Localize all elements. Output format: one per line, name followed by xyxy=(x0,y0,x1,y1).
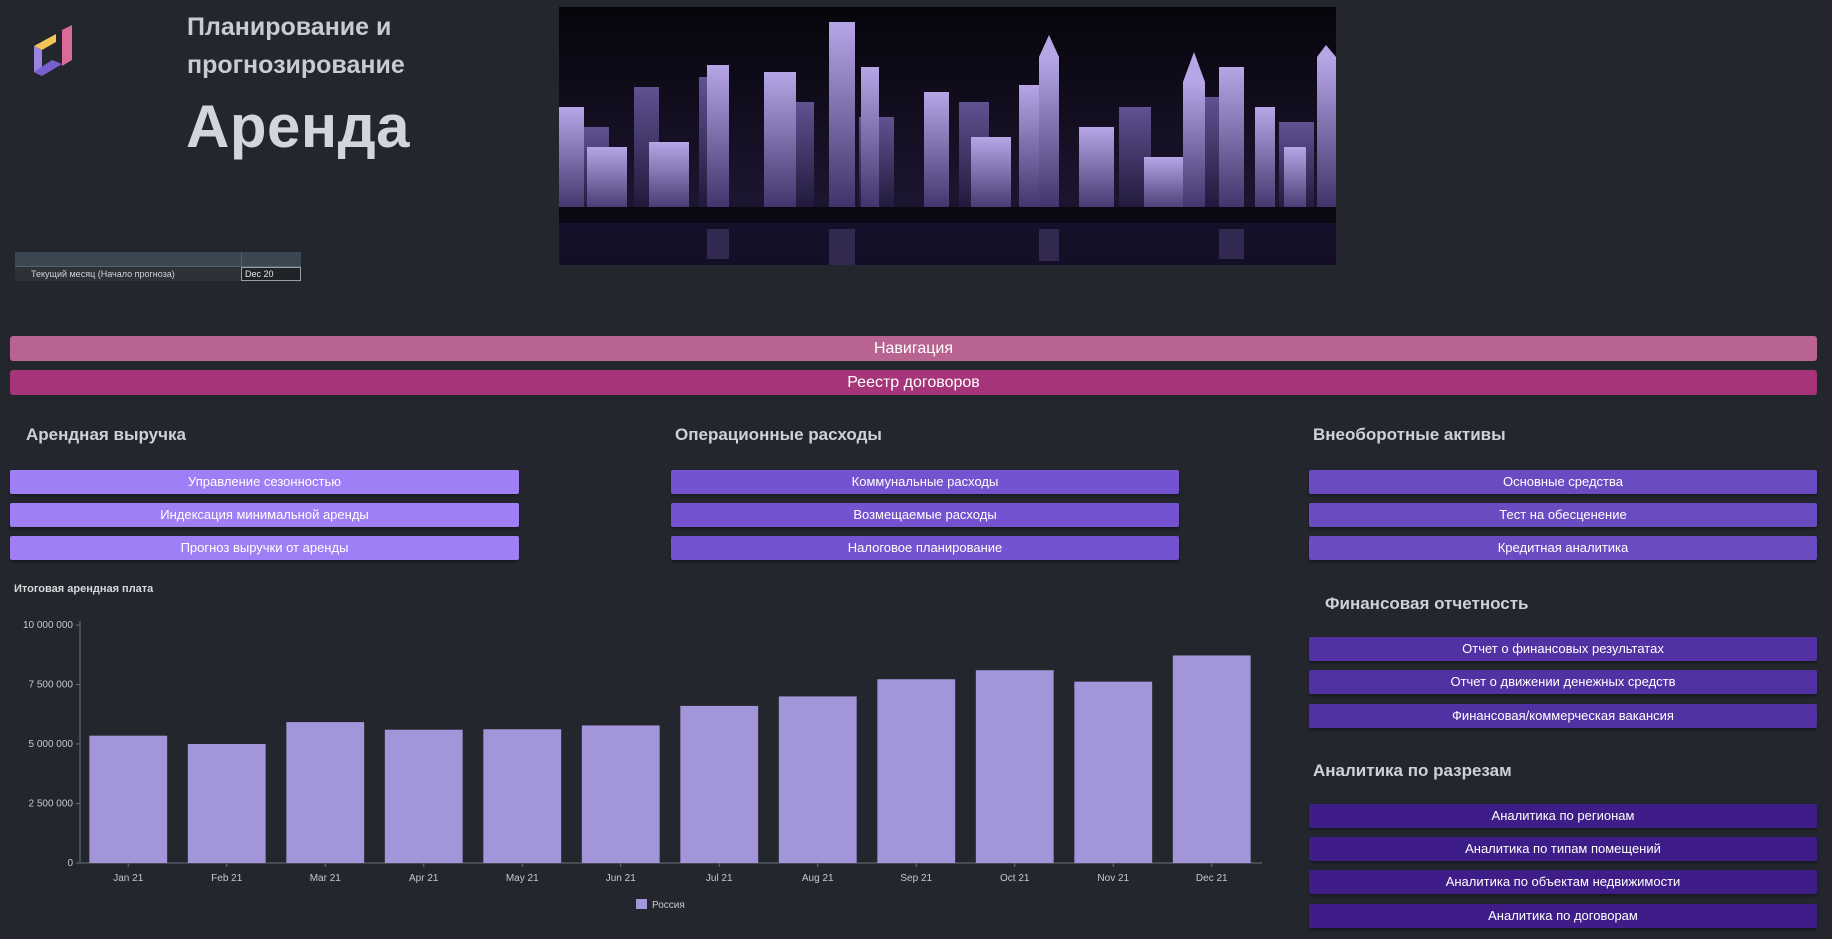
contract-analytics-button[interactable]: Аналитика по договорам xyxy=(1309,904,1817,928)
x-tick-label: Oct 21 xyxy=(1000,873,1030,884)
y-tick-label: 5 000 000 xyxy=(29,739,74,750)
x-tick-label: Sep 21 xyxy=(900,873,932,884)
total-rent-chart: 0 2 500 000 5 000 000 7 500 000 10 000 000 Ja… xyxy=(23,620,1262,911)
x-tick-label: Mar 21 xyxy=(310,873,342,884)
chart-bar xyxy=(89,735,168,863)
page-subtitle: Планирование и прогнозирование xyxy=(187,13,405,79)
contract-registry-button[interactable]: Реестр договоров xyxy=(10,370,1817,395)
credit-analytics-button[interactable]: Кредитная аналитика xyxy=(1309,536,1817,560)
x-tick-label: Jan 21 xyxy=(113,873,143,884)
x-tick-label: Aug 21 xyxy=(802,873,834,884)
city-skyline-banner xyxy=(559,7,1336,265)
analytics-title: Аналитика по разрезам xyxy=(1313,761,1512,780)
y-tick-label: 10 000 000 xyxy=(23,620,73,631)
current-month-input[interactable]: Dec 20 xyxy=(241,267,301,281)
current-month-label: Текущий месяц (Начало прогноза) xyxy=(15,267,241,281)
utility-expenses-button[interactable]: Коммунальные расходы xyxy=(671,470,1179,494)
legend-label: Россия xyxy=(652,900,685,911)
legend-swatch xyxy=(636,899,647,909)
cash-flow-statement-button[interactable]: Отчет о движении денежных средств xyxy=(1309,670,1817,694)
company-logo xyxy=(34,25,72,76)
premises-type-analytics-button[interactable]: Аналитика по типам помещений xyxy=(1309,837,1817,861)
chart-bar xyxy=(286,722,365,863)
financial-commercial-vacancy-button[interactable]: Финансовая/коммерческая вакансия xyxy=(1309,704,1817,728)
chart-bar xyxy=(975,670,1054,863)
x-tick-label: Jun 21 xyxy=(606,873,636,884)
x-tick-label: May 21 xyxy=(506,873,539,884)
chart-bar xyxy=(1172,655,1251,863)
x-tick-label: Nov 21 xyxy=(1097,873,1129,884)
page-title: Аренда xyxy=(186,93,411,160)
tax-planning-button[interactable]: Налоговое планирование xyxy=(671,536,1179,560)
operating-expenses-title: Операционные расходы xyxy=(675,425,882,444)
income-statement-button[interactable]: Отчет о финансовых результатах xyxy=(1309,637,1817,661)
current-month-table: Текущий месяц (Начало прогноза) Dec 20 xyxy=(15,252,301,281)
chart-bar xyxy=(187,744,266,863)
navigation-button[interactable]: Навигация xyxy=(10,336,1817,361)
reimbursable-expenses-button[interactable]: Возмещаемые расходы xyxy=(671,503,1179,527)
x-tick-label: Feb 21 xyxy=(211,873,243,884)
fixed-assets-button[interactable]: Основные средства xyxy=(1309,470,1817,494)
seasonality-management-button[interactable]: Управление сезонностью xyxy=(10,470,519,494)
fixed-assets-title: Внеоборотные активы xyxy=(1313,425,1506,444)
chart-bar xyxy=(680,705,759,863)
chart-bar xyxy=(581,725,660,863)
x-tick-label: Jul 21 xyxy=(706,873,733,884)
minimum-rent-indexation-button[interactable]: Индексация минимальной аренды xyxy=(10,503,519,527)
y-tick-label: 0 xyxy=(67,858,73,869)
financial-reporting-title: Финансовая отчетность xyxy=(1325,594,1529,613)
region-analytics-button[interactable]: Аналитика по регионам xyxy=(1309,804,1817,828)
chart-bar xyxy=(483,729,562,863)
rent-revenue-forecast-button[interactable]: Прогноз выручки от аренды xyxy=(10,536,519,560)
chart-bar xyxy=(778,696,857,863)
rent-revenue-title: Арендная выручка xyxy=(26,425,186,444)
chart-bar xyxy=(384,729,463,863)
chart-bar xyxy=(877,679,956,863)
y-tick-label: 7 500 000 xyxy=(29,680,74,691)
x-tick-label: Dec 21 xyxy=(1196,873,1228,884)
y-tick-label: 2 500 000 xyxy=(29,799,74,810)
property-analytics-button[interactable]: Аналитика по объектам недвижимости xyxy=(1309,870,1817,894)
impairment-test-button[interactable]: Тест на обесценение xyxy=(1309,503,1817,527)
chart-bar xyxy=(1074,681,1153,863)
chart-title: Итоговая арендная плата xyxy=(14,583,154,595)
x-tick-label: Apr 21 xyxy=(409,873,439,884)
